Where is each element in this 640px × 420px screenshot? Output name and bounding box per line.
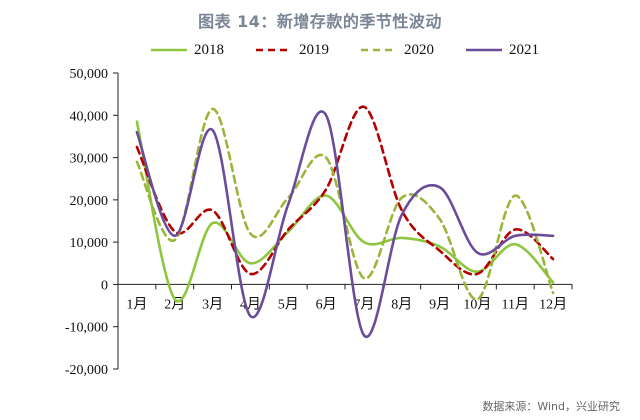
legend-swatch [151, 48, 187, 52]
legend-label: 2018 [194, 41, 224, 58]
legend-swatch [256, 48, 292, 52]
series-line-2018 [135, 120, 555, 303]
x-tick-label: 10月 [463, 296, 491, 312]
series-line-2020 [135, 107, 555, 301]
legend-item-2018: 2018 [150, 40, 224, 60]
y-tick-label: 50,000 [70, 67, 109, 82]
x-tick-label: 1月 [126, 296, 147, 312]
legend-label: 2019 [299, 41, 329, 58]
x-tick-label: 7月 [353, 296, 374, 312]
legend-swatch [361, 48, 397, 52]
chart-legend: 2018 2019 2020 2021 [150, 40, 550, 60]
legend-label: 2020 [404, 41, 434, 58]
y-tick-label: 0 [101, 278, 108, 293]
x-tick-label: 5月 [278, 296, 299, 312]
y-tick-label: -10,000 [65, 321, 108, 336]
y-tick-label: 20,000 [70, 194, 109, 209]
series-line-2021 [135, 110, 555, 339]
legend-label: 2021 [509, 41, 539, 58]
series-line-2019 [135, 105, 555, 276]
x-tick-label: 9月 [429, 296, 450, 312]
legend-swatch [466, 48, 502, 52]
x-tick-label: 12月 [539, 296, 567, 312]
x-tick-label: 11月 [502, 296, 529, 312]
source-note: 数据来源：Wind，兴业研究 [482, 400, 620, 413]
y-tick-label: -20,000 [65, 363, 108, 378]
chart-title: 图表 14：新增存款的季节性波动 [198, 12, 442, 31]
y-tick-label: 10,000 [70, 236, 109, 251]
legend-item-2021: 2021 [465, 40, 539, 60]
y-tick-label: 40,000 [70, 109, 109, 124]
x-tick-label: 6月 [316, 296, 337, 312]
y-tick-label: 30,000 [70, 152, 109, 167]
x-tick-label: 3月 [202, 296, 223, 312]
legend-item-2020: 2020 [360, 40, 434, 60]
legend-item-2019: 2019 [255, 40, 329, 60]
x-tick-label: 8月 [391, 296, 412, 312]
